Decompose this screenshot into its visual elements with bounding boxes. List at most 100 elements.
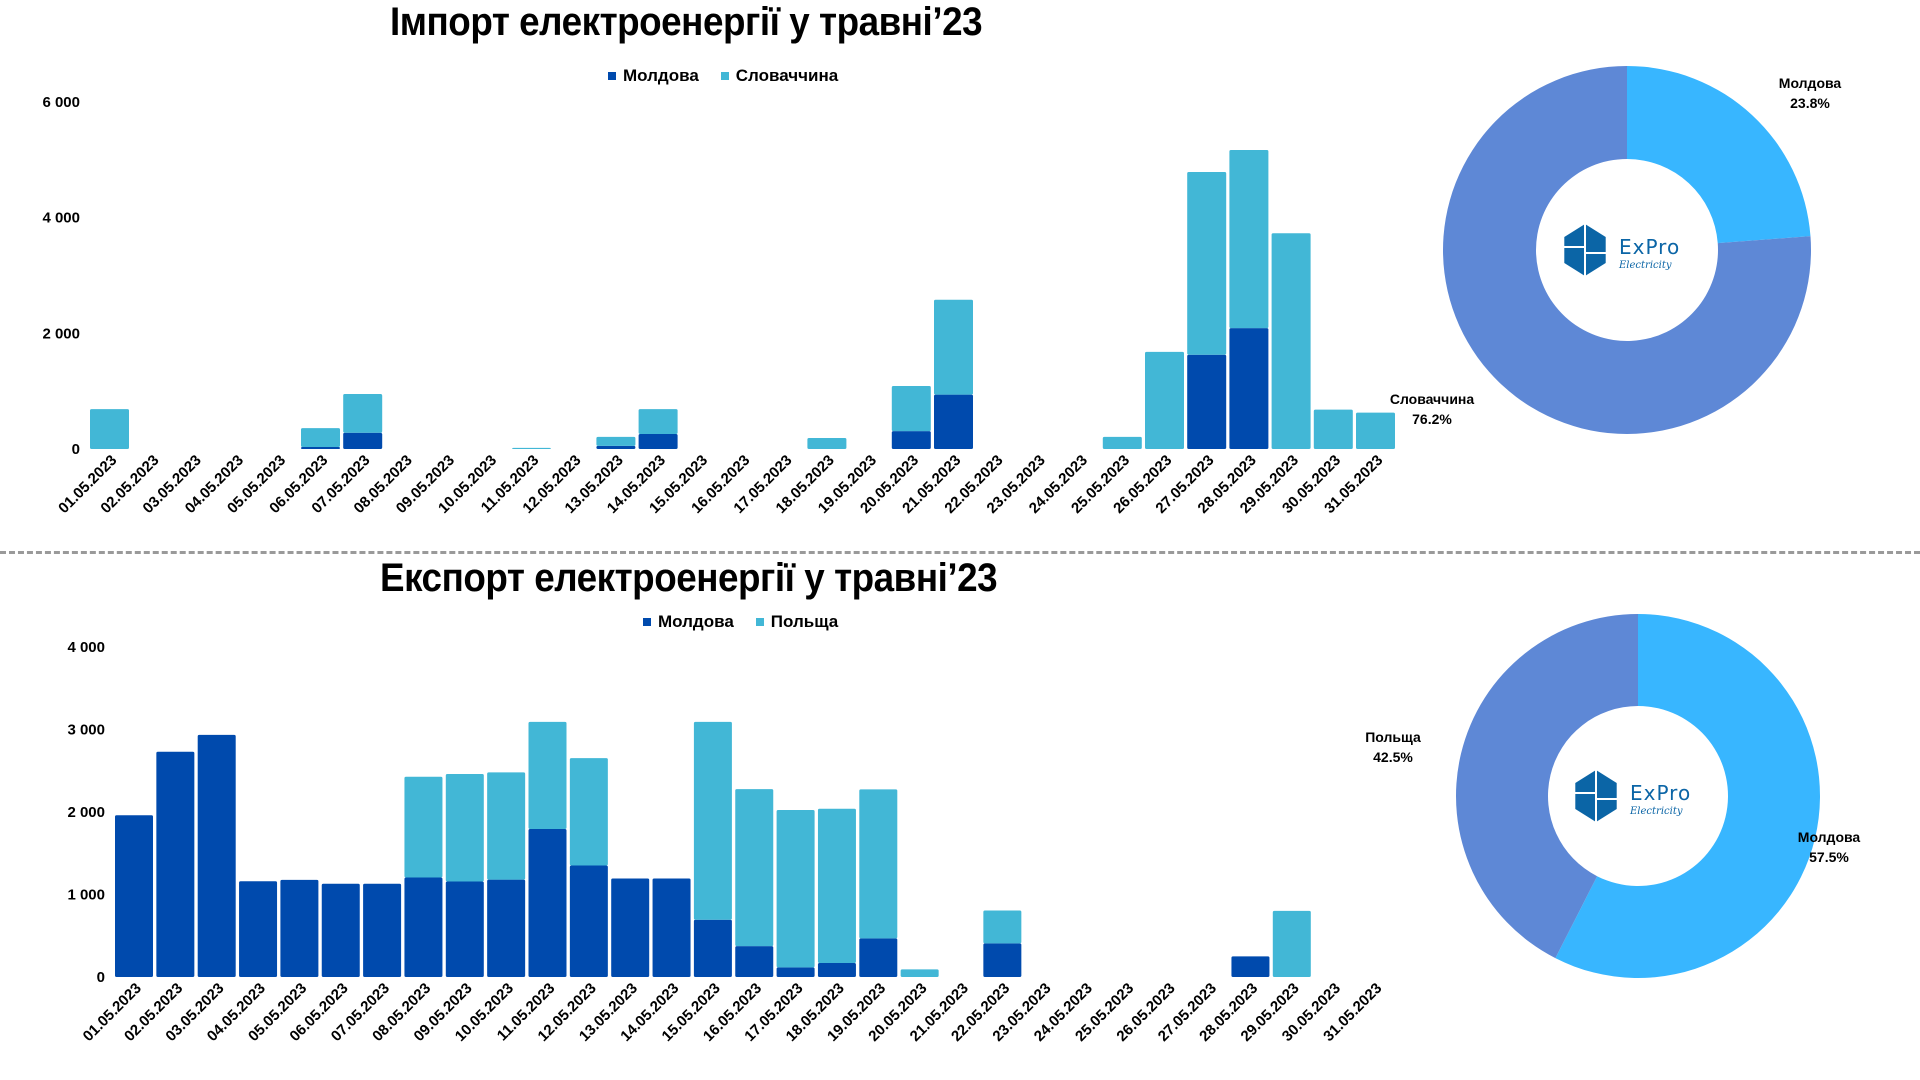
- y-tick-label: 6 000: [42, 94, 80, 111]
- import-legend: Молдова Словаччина: [608, 66, 838, 86]
- y-tick-label: 4 000: [67, 639, 105, 656]
- import-bar-second: [638, 409, 678, 434]
- import-bar-moldova: [891, 431, 931, 449]
- y-tick-label: 0: [72, 441, 80, 458]
- export-bar-second: [900, 969, 939, 977]
- import-bar-second: [1271, 233, 1311, 449]
- export-bar-moldova: [693, 919, 732, 977]
- import-bar-second: [807, 438, 847, 449]
- pie-label-name: Молдова: [1779, 75, 1842, 91]
- export-bar-second: [569, 758, 608, 866]
- section-divider: [0, 551, 1920, 554]
- export-bar-second: [735, 789, 774, 947]
- pie-label-value: 42.5%: [1373, 749, 1413, 765]
- export-bar-moldova: [363, 883, 402, 977]
- import-bar-moldova: [596, 445, 636, 449]
- export-slice-0: [1555, 614, 1820, 979]
- import-bar-moldova: [1187, 354, 1227, 449]
- y-tick-label: 0: [97, 969, 105, 986]
- legend-swatch-poland: [755, 618, 764, 626]
- pie-label-name: Словаччина: [1390, 391, 1475, 407]
- import-bar-second: [90, 409, 129, 449]
- import-bar-second: [512, 447, 551, 449]
- import-bar-second: [1229, 150, 1269, 329]
- pie-label-name: Молдова: [1798, 829, 1861, 845]
- legend-label: Польща: [770, 612, 839, 631]
- import-bar-moldova: [301, 446, 340, 449]
- export-bar-second: [983, 910, 1022, 944]
- legend-swatch-slovakia: [720, 72, 729, 80]
- export-legend: Молдова Польща: [643, 612, 838, 632]
- export-bar-second: [445, 774, 484, 882]
- import-bar-second: [1313, 409, 1353, 449]
- export-bar-moldova: [735, 946, 774, 977]
- export-bar-second: [487, 772, 526, 880]
- pie-label-value: 57.5%: [1809, 849, 1849, 865]
- export-bar-moldova: [280, 879, 319, 977]
- export-bar-moldova: [983, 943, 1022, 977]
- legend-item-moldova: Молдова: [608, 66, 699, 86]
- logo-name: ExPro: [1619, 235, 1680, 259]
- logo-tagline: Electricity: [1618, 260, 1672, 271]
- pie-label-name: Польща: [1365, 729, 1421, 745]
- pie-label-value: 23.8%: [1790, 95, 1830, 111]
- export-bar-moldova: [156, 751, 195, 977]
- import-bar-moldova: [934, 394, 973, 449]
- import-donut-chart: Молдова 23.8% Словаччина 76.2% ExProElectric…: [1390, 66, 1842, 434]
- legend-swatch-moldova: [608, 72, 616, 80]
- export-bar-moldova: [528, 828, 567, 977]
- import-slice-0: [1627, 66, 1811, 244]
- export-bar-moldova: [859, 938, 898, 977]
- export-bar-second: [817, 808, 856, 964]
- export-bar-second: [404, 776, 443, 878]
- import-bar-second: [934, 299, 973, 395]
- import-bar-second: [1145, 351, 1184, 449]
- pie-label-value: 76.2%: [1412, 411, 1452, 427]
- export-bar-moldova: [1231, 956, 1270, 977]
- import-chart-title: Імпорт електроенергії у травні’23: [390, 0, 983, 44]
- import-bar-second: [343, 394, 383, 433]
- logo-tagline: Electricity: [1629, 806, 1683, 817]
- export-bar-moldova: [487, 879, 526, 977]
- import-bar-second: [1102, 436, 1142, 449]
- import-bar-second: [891, 385, 931, 432]
- import-bar-second: [1187, 171, 1227, 355]
- export-bar-second: [776, 810, 815, 968]
- export-bar-moldova: [197, 734, 236, 977]
- import-bar-second: [1356, 412, 1395, 449]
- legend-label: Молдова: [623, 66, 699, 85]
- export-bar-moldova: [611, 878, 650, 977]
- import-bar-second: [596, 436, 636, 446]
- y-tick-label: 1 000: [67, 887, 105, 904]
- export-bar-moldova: [445, 881, 484, 977]
- y-tick-label: 2 000: [67, 804, 105, 821]
- export-bar-moldova: [569, 865, 608, 977]
- y-tick-label: 3 000: [67, 722, 105, 739]
- legend-item-moldova: Молдова: [643, 612, 734, 632]
- export-bar-moldova: [652, 878, 691, 977]
- legend-label: Молдова: [658, 612, 734, 631]
- import-slice-1: [1443, 66, 1811, 434]
- y-tick-label: 4 000: [42, 210, 80, 227]
- legend-item-poland: Польща: [755, 612, 839, 632]
- export-bar-second: [528, 721, 567, 829]
- import-bar-second: [301, 428, 340, 447]
- export-bar-moldova: [404, 877, 443, 977]
- export-bar-second: [1272, 910, 1311, 977]
- export-bar-moldova: [115, 815, 153, 977]
- export-bar-second: [693, 721, 732, 920]
- import-bar-moldova: [1229, 328, 1269, 449]
- legend-label: Словаччина: [735, 66, 839, 85]
- legend-swatch-moldova: [643, 618, 651, 626]
- y-tick-label: 2 000: [42, 325, 80, 342]
- export-bar-second: [859, 789, 898, 939]
- export-chart-title: Експорт електроенергії у травні’23: [380, 556, 998, 600]
- legend-item-slovakia: Словаччина: [720, 66, 839, 86]
- import-bar-moldova: [343, 432, 383, 449]
- export-bar-moldova: [321, 883, 360, 977]
